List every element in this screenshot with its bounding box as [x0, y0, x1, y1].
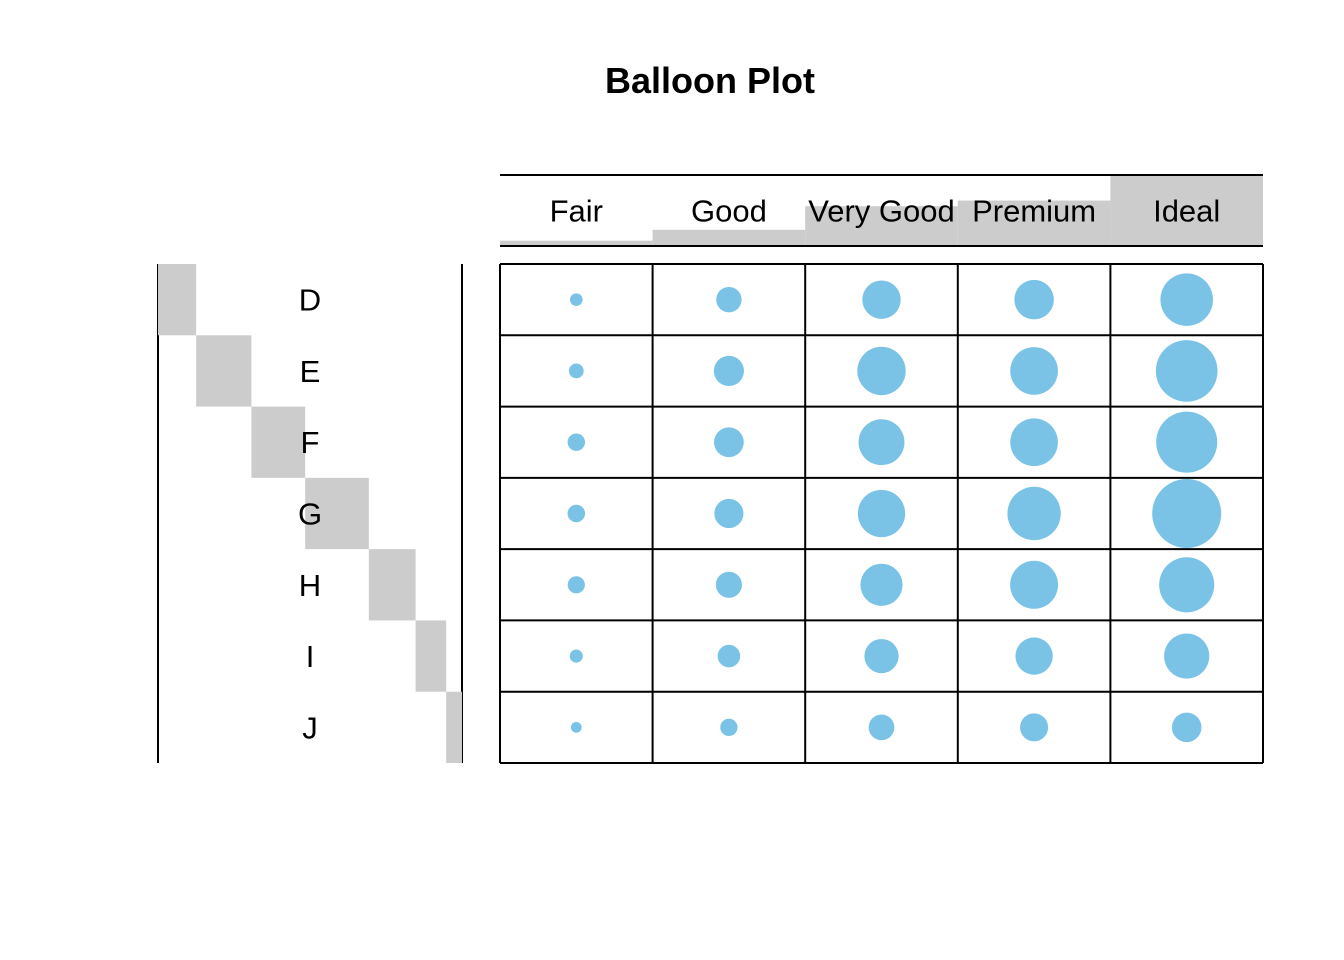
balloon-e-very-good: [857, 346, 906, 396]
balloon-f-premium: [1010, 418, 1058, 467]
row-label-g: G: [298, 497, 322, 532]
column-margin-bar-good: [652, 229, 806, 246]
row-label-panel: D E F G H I J: [157, 264, 463, 763]
balloon-i-good: [717, 644, 741, 668]
balloon-e-good: [713, 355, 744, 387]
balloon-f-good: [714, 427, 744, 458]
balloon-h-good: [715, 571, 742, 598]
row-label-d: D: [299, 283, 321, 318]
column-label-very-good: Very Good: [808, 194, 954, 229]
balloon-i-ideal: [1164, 633, 1210, 679]
balloon-e-premium: [1010, 347, 1058, 395]
balloon-d-very-good: [862, 280, 901, 319]
balloon-g-fair: [567, 504, 586, 523]
column-label-premium: Premium: [972, 194, 1096, 229]
balloon-d-ideal: [1160, 273, 1213, 326]
row-margin-bar-i: [415, 620, 447, 692]
balloon-d-good: [716, 286, 742, 313]
balloon-j-good: [720, 718, 738, 737]
balloon-j-fair: [570, 721, 582, 733]
row-label-i: I: [306, 639, 315, 674]
balloon-e-fair: [568, 363, 584, 379]
balloon-d-fair: [569, 293, 583, 306]
column-margin-bar-ideal: [1110, 175, 1263, 246]
balloon-h-very-good: [860, 563, 903, 606]
balloon-h-ideal: [1159, 557, 1215, 613]
balloon-g-premium: [1007, 486, 1061, 541]
balloon-j-premium: [1020, 713, 1049, 742]
balloon-j-ideal: [1171, 712, 1202, 743]
balloon-grid: [499, 263, 1264, 764]
row-margin-bar-j: [446, 691, 462, 763]
balloon-e-ideal: [1155, 340, 1218, 402]
balloon-f-very-good: [858, 419, 905, 466]
balloon-f-fair: [567, 433, 586, 451]
balloon-i-fair: [569, 649, 583, 663]
row-label-e: E: [300, 354, 321, 389]
balloon-g-very-good: [857, 489, 906, 538]
row-margin-bar-g: [305, 477, 369, 550]
row-label-f: F: [301, 425, 320, 460]
balloon-j-very-good: [868, 714, 895, 741]
row-label-j: J: [302, 710, 318, 745]
row-margin-bar-e: [196, 335, 252, 407]
balloon-f-ideal: [1156, 411, 1218, 473]
balloon-h-premium: [1010, 560, 1059, 609]
chart-title: Balloon Plot: [605, 60, 815, 101]
column-margin-bar-very-good: [805, 206, 958, 246]
balloon-h-fair: [567, 576, 585, 594]
column-margin-bar-fair: [500, 240, 653, 246]
row-margin-bar-d: [158, 264, 197, 336]
column-label-ideal: Ideal: [1153, 194, 1220, 229]
column-margin-bar-premium: [957, 200, 1111, 246]
row-label-h: H: [299, 568, 321, 603]
balloon-d-premium: [1014, 279, 1054, 320]
row-margin-bar-h: [368, 549, 416, 621]
row-margin-bar-f: [251, 406, 306, 478]
balloon-i-premium: [1015, 637, 1053, 675]
column-header-panel: Fair Good Very Good Premium Ideal: [500, 174, 1263, 247]
balloon-g-ideal: [1152, 479, 1222, 548]
column-label-fair: Fair: [550, 194, 603, 229]
balloon-i-very-good: [864, 638, 899, 674]
balloon-g-good: [714, 498, 744, 529]
column-label-good: Good: [691, 194, 767, 229]
